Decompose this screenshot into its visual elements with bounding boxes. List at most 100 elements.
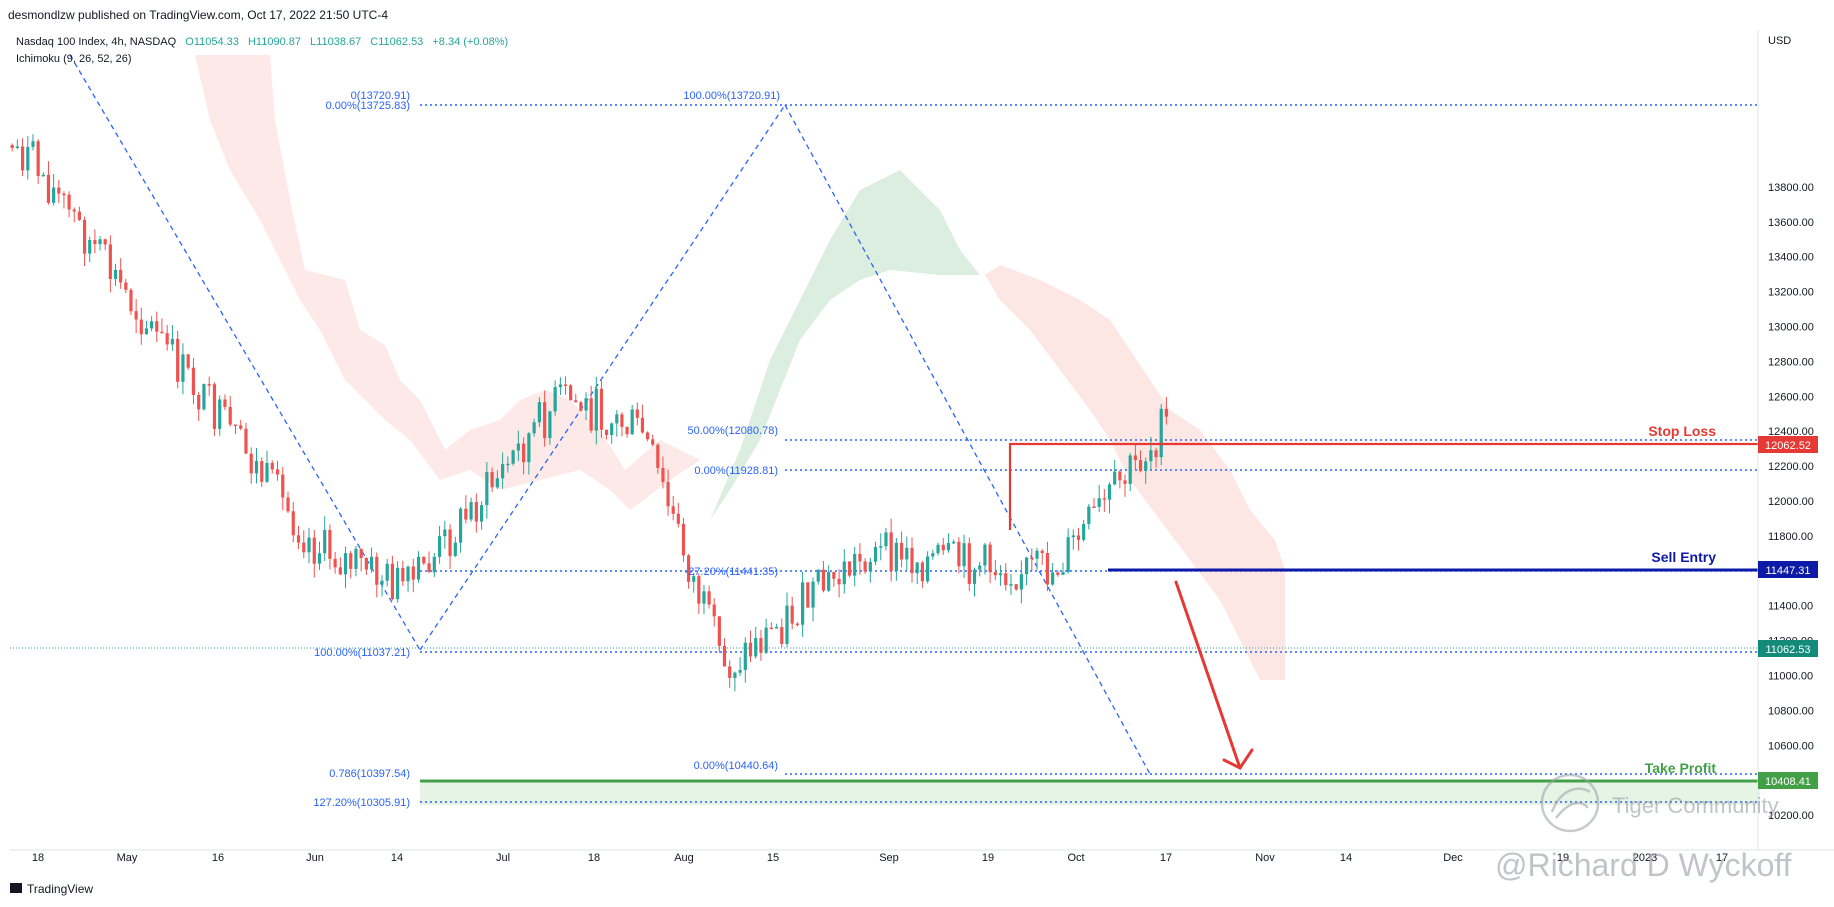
candle (717, 615, 721, 653)
candle (579, 400, 583, 412)
time-tick-label: 18 (32, 852, 44, 864)
candle (816, 569, 820, 585)
candle (957, 537, 961, 574)
candle (249, 447, 253, 484)
candle (574, 393, 578, 403)
candle (432, 552, 436, 578)
candle (443, 520, 447, 549)
candle (832, 571, 836, 587)
candle (558, 377, 562, 396)
candle (1056, 570, 1060, 577)
candle (941, 537, 945, 556)
price-tick-label: 13600.00 (1768, 217, 1814, 229)
candle (401, 560, 405, 586)
candle (82, 216, 87, 267)
candle (993, 559, 997, 581)
stop-price-tag: 12062.52 (1758, 436, 1818, 453)
time-tick-label: 17 (1716, 852, 1728, 864)
candle (1123, 474, 1127, 497)
svg-text:TradingView: TradingView (27, 882, 93, 896)
time-axis[interactable]: 18 May 16 Jun 14 Jul 18 Aug 15 Sep 19 Oct 17 Nov 14 Dec… (32, 852, 1728, 864)
candle (312, 529, 316, 578)
candle (728, 660, 732, 688)
candle (978, 561, 982, 577)
candle (837, 569, 841, 598)
candle (212, 382, 217, 436)
publisher-line: desmondlzw published on TradingView.com,… (8, 8, 388, 22)
time-tick-label: 2023 (1633, 852, 1657, 864)
candle (349, 550, 353, 579)
stop-loss-label: Stop Loss (1648, 423, 1716, 439)
candle (661, 456, 665, 489)
candle (748, 630, 753, 663)
candle (1024, 556, 1029, 586)
candle (764, 618, 768, 654)
candle (129, 288, 133, 315)
candle (26, 135, 30, 180)
price-tick-label: 11000.00 (1768, 671, 1813, 683)
time-tick-label: 15 (767, 852, 779, 864)
candle (733, 671, 737, 692)
candle (1061, 562, 1065, 575)
time-tick-label: Jul (496, 852, 510, 864)
candle (113, 263, 118, 286)
entry-price-tag: 11447.31 (1758, 561, 1818, 578)
price-tick-label: 10800.00 (1768, 705, 1814, 717)
candle (176, 330, 180, 389)
candle (134, 299, 138, 334)
time-tick-label: 19 (982, 852, 994, 864)
price-tick-label: 11800.00 (1768, 531, 1813, 543)
price-tick-label: 13000.00 (1768, 322, 1814, 334)
candle (67, 191, 71, 218)
fib-label: 100.00%(11037.21) (314, 647, 410, 659)
candle (1138, 450, 1143, 473)
candle (1004, 563, 1008, 591)
candle (712, 598, 716, 627)
candle (1076, 528, 1081, 551)
candle (302, 530, 306, 559)
candle (501, 452, 505, 489)
candle (738, 656, 742, 676)
candle (604, 429, 609, 440)
candle (416, 551, 421, 583)
fib-label: 0.00%(11928.81) (694, 465, 778, 477)
svg-text:11062.53: 11062.53 (1765, 644, 1810, 656)
candle (506, 456, 510, 473)
candle (537, 397, 541, 428)
candle (15, 139, 19, 150)
price-tick-label: 13400.00 (1768, 252, 1814, 264)
candle (780, 618, 784, 648)
candle (333, 551, 337, 574)
candle (868, 557, 872, 583)
candle (635, 402, 639, 426)
candle (1087, 503, 1091, 530)
candle (553, 380, 557, 416)
candle (359, 548, 363, 572)
candle (952, 539, 956, 545)
candle (427, 551, 431, 573)
fib-label: 0(13720.91) (351, 90, 410, 102)
candle (774, 623, 779, 629)
candle (41, 172, 45, 177)
candle (1051, 562, 1055, 586)
candle (1045, 541, 1050, 592)
candle (119, 258, 123, 289)
candle (686, 553, 691, 589)
take-profit-label: Take Profit (1645, 760, 1717, 776)
candle (31, 134, 35, 151)
candle (651, 434, 655, 447)
candle (630, 404, 634, 435)
time-tick-label: Jun (306, 852, 324, 864)
legend-line: Nasdaq 100 Index, 4h, NASDAQ O11054.33 H… (16, 36, 508, 48)
time-tick-label: 18 (588, 852, 600, 864)
candle (72, 207, 76, 223)
candle (223, 394, 227, 411)
candle (842, 549, 846, 594)
candle (10, 143, 14, 152)
candle (207, 376, 211, 396)
candle (889, 518, 893, 582)
candle (681, 517, 686, 562)
fib-labels: 0(13720.91) 0.00%(13725.83) 100.00%(1372… (313, 90, 780, 809)
candle (270, 460, 274, 474)
